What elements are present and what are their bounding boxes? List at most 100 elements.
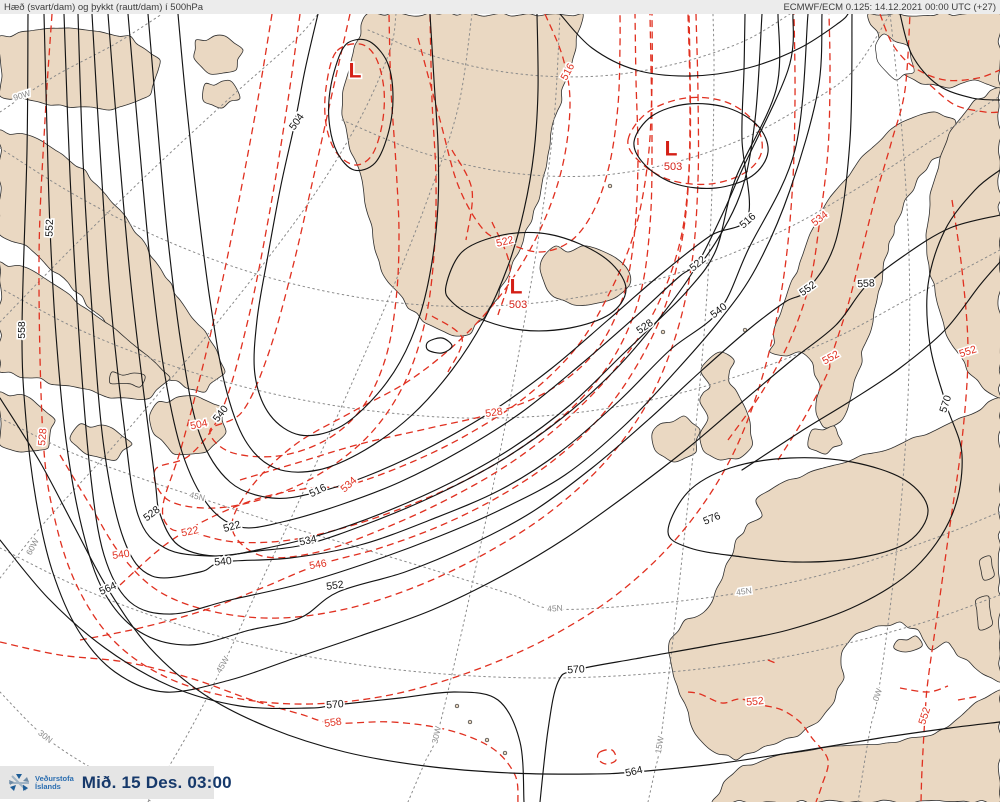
thickness-contour-line bbox=[929, 84, 1000, 114]
thickness-contour-line bbox=[957, 695, 981, 701]
landmass bbox=[979, 555, 995, 581]
footer-bar: Veðurstofa Íslands Mið. 15 Des. 03:00 bbox=[0, 766, 232, 799]
height-contour-label: 558 bbox=[16, 321, 28, 339]
landmass bbox=[651, 415, 701, 463]
height-contour-label: 552 bbox=[325, 579, 344, 593]
low-symbol: L bbox=[665, 138, 678, 161]
small-island bbox=[467, 719, 473, 725]
graticule-line bbox=[0, 13, 397, 579]
landmass bbox=[0, 391, 56, 453]
height-contour-line bbox=[253, 13, 440, 437]
height-contour-line bbox=[107, 13, 781, 557]
height-contour-line bbox=[127, 13, 763, 529]
height-contour-line bbox=[0, 539, 525, 802]
graticule-label: 45N bbox=[735, 585, 752, 597]
graticule-line bbox=[0, 13, 163, 113]
thickness-contour-label: 504 bbox=[189, 417, 209, 432]
height-contour-line bbox=[43, 13, 853, 646]
height-contour-line bbox=[741, 261, 1000, 471]
small-island bbox=[454, 703, 460, 709]
height-contour-line bbox=[425, 337, 453, 354]
height-contour-line bbox=[667, 457, 929, 563]
landmass bbox=[0, 261, 171, 401]
small-island bbox=[660, 329, 666, 335]
thickness-contour-line bbox=[324, 43, 386, 166]
thickness-contour-label: 552 bbox=[746, 695, 765, 709]
thickness-contour-line bbox=[687, 691, 829, 802]
thickness-contour-line bbox=[119, 13, 653, 586]
height-contour-label: 534 bbox=[298, 533, 318, 549]
white-sea bbox=[875, 33, 915, 81]
graticule-label: 45N bbox=[547, 603, 563, 614]
height-contours bbox=[0, 13, 1000, 802]
height-contour-line bbox=[633, 102, 769, 190]
height-contour-label: 564 bbox=[624, 764, 644, 780]
thickness-contour-line bbox=[79, 13, 692, 641]
landmass bbox=[974, 595, 994, 631]
height-contour-line bbox=[899, 13, 1000, 101]
thickness-contour-line bbox=[417, 13, 621, 253]
small-island bbox=[502, 750, 508, 756]
thickness-contour-line bbox=[239, 13, 639, 481]
small-island bbox=[484, 737, 490, 743]
met-office-logo-icon bbox=[9, 773, 29, 791]
valid-time-label: Mið. 15 Des. 03:00 bbox=[81, 772, 232, 792]
height-contour-line bbox=[539, 169, 1000, 802]
height-contour-label: 540 bbox=[214, 555, 233, 569]
graticule-line bbox=[0, 417, 1000, 610]
thickness-contour-line bbox=[209, 13, 400, 458]
graticule-line bbox=[0, 249, 1000, 419]
graticule-line bbox=[407, 13, 561, 802]
height-contour-line bbox=[177, 13, 539, 473]
landmass bbox=[69, 423, 133, 461]
graticule-line bbox=[0, 95, 1000, 307]
thickness-contour-label: 528 bbox=[36, 428, 49, 447]
org-name-line1: Veðurstofa bbox=[35, 773, 74, 783]
height-contour-label: 558 bbox=[857, 277, 875, 290]
height-contour-line bbox=[63, 13, 823, 615]
thickness-contour-label: 540 bbox=[111, 548, 130, 562]
chart-title: Hæð (svart/dam) og þykkt (rautt/dam) í 5… bbox=[4, 1, 204, 13]
height-contour-line bbox=[21, 13, 1000, 693]
graticule-line bbox=[0, 13, 319, 323]
graticule-line bbox=[147, 13, 473, 802]
height-contour-line bbox=[328, 38, 394, 172]
low-value: 503 bbox=[664, 161, 682, 173]
met-office-logo-text: Veðurstofa Íslands bbox=[35, 773, 74, 791]
graticule-line bbox=[647, 13, 715, 802]
landmass bbox=[769, 111, 957, 429]
landmass bbox=[202, 79, 241, 109]
thickness-contour-label: 522 bbox=[180, 524, 200, 539]
low-symbol: L bbox=[510, 276, 523, 299]
header-bar: Hæð (svart/dam) og þykkt (rautt/dam) í 5… bbox=[0, 0, 1000, 14]
thickness-contour-line bbox=[231, 13, 691, 559]
thickness-contour-line bbox=[777, 13, 911, 461]
graticule-line bbox=[341, 13, 891, 177]
thickness-contour-label: 528 bbox=[484, 406, 503, 420]
landmasses bbox=[0, 11, 1000, 802]
low-value: 503 bbox=[509, 299, 527, 311]
landmass bbox=[193, 34, 244, 75]
thickness-contour-line bbox=[627, 96, 763, 186]
low-symbol: L bbox=[349, 60, 362, 83]
height-contour-label: 552 bbox=[43, 219, 56, 237]
model-run-info: ECMWF/ECM 0.125: 14.12.2021 00:00 UTC (+… bbox=[783, 1, 996, 13]
org-name-line2: Íslands bbox=[35, 781, 61, 791]
thickness-contour-line bbox=[451, 149, 474, 241]
landmass bbox=[893, 635, 923, 653]
thickness-contour-label: 558 bbox=[323, 716, 342, 730]
thickness-contour-line bbox=[38, 13, 796, 705]
thickness-contour-line bbox=[59, 13, 700, 619]
thickness-contour-line bbox=[431, 315, 463, 373]
landmass bbox=[807, 425, 843, 455]
graticule-line bbox=[857, 13, 911, 802]
height-contour-line bbox=[444, 231, 627, 332]
graticule-label: 15W bbox=[653, 735, 666, 754]
graticule-lines bbox=[0, 13, 1000, 802]
landmass bbox=[668, 397, 1000, 761]
thickness-contour-line bbox=[491, 221, 511, 316]
height-contour-line bbox=[559, 13, 849, 77]
thickness-contour-label: 546 bbox=[308, 557, 327, 572]
height-contour-label: 570 bbox=[326, 698, 345, 711]
